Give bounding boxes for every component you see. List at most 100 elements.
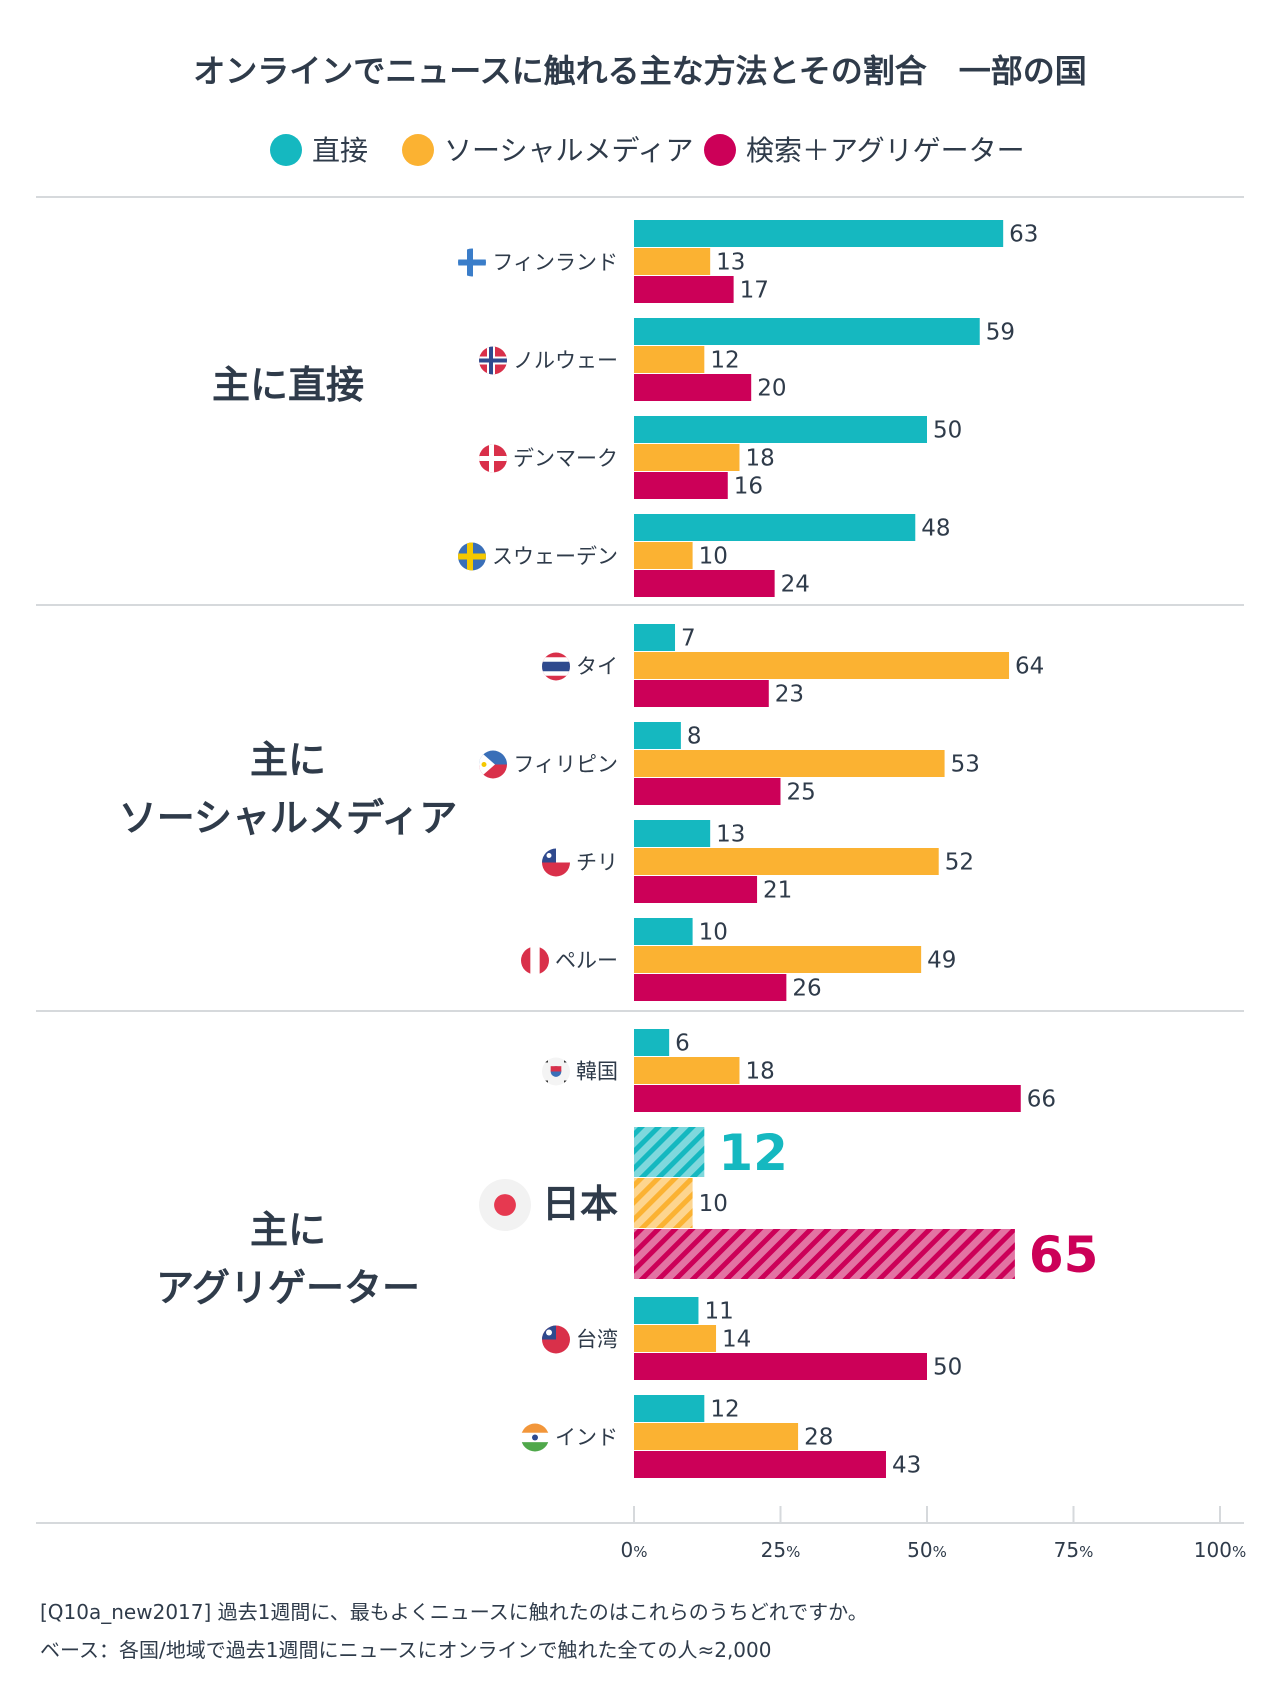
footnote-question: [Q10a_new2017] 過去1週間に、最もよくニュースに触れたのはこれらの…	[40, 1600, 868, 1624]
bar-search	[634, 1451, 886, 1478]
bar-social	[634, 946, 922, 973]
korea-flag-icon	[542, 1057, 570, 1086]
value-label-search: 26	[792, 976, 821, 1002]
bar-search	[634, 974, 787, 1001]
x-ticks: 0% 25% 50% 75% 100%	[621, 1506, 1246, 1562]
value-label-search: 43	[892, 1453, 921, 1479]
value-label-social: 14	[722, 1327, 751, 1353]
bar-search	[634, 276, 734, 303]
value-label-direct: 7	[681, 626, 696, 652]
value-label-search: 50	[933, 1355, 962, 1381]
row-タイ: タイ 7 64 23	[542, 624, 1044, 708]
footnote-base: ベース：各国/地域で過去1週間にニュースにオンラインで触れた全ての人≈2,000	[40, 1638, 772, 1662]
norway-flag-icon	[479, 346, 507, 375]
value-label-social: 49	[927, 948, 956, 974]
legend: 直接 ソーシャルメディア 検索＋アグリゲーター	[270, 134, 1025, 167]
bar-social	[634, 1057, 740, 1084]
bar-search	[634, 876, 758, 903]
bar-direct	[634, 318, 980, 345]
value-label-search: 24	[781, 572, 810, 598]
country-label: 台湾	[576, 1328, 618, 1352]
bar-social	[634, 750, 945, 777]
x-tick-label: 100%	[1194, 1538, 1246, 1562]
chile-flag-icon	[542, 848, 570, 877]
group-label-1-0: 主に	[250, 738, 326, 782]
thailand-flag-icon	[542, 652, 570, 681]
value-label-social: 52	[945, 850, 974, 876]
country-label: 韓国	[576, 1060, 618, 1084]
bar-social	[634, 542, 693, 569]
value-label-social: 18	[745, 1059, 774, 1085]
value-label-direct: 12	[718, 1124, 788, 1182]
country-label: ペルー	[555, 949, 618, 973]
chart-marks: 主に直接フィンランド631317ノルウェー591220デンマーク501816スウ…	[36, 196, 1244, 1479]
value-label-search: 21	[763, 878, 792, 904]
value-label-direct: 6	[675, 1031, 690, 1057]
value-label-direct: 48	[921, 516, 950, 542]
bar-direct	[634, 220, 1004, 247]
bar-search	[634, 778, 781, 805]
taiwan-flag-icon	[542, 1325, 570, 1354]
country-label: フィリピン	[513, 753, 618, 777]
bar-direct	[634, 918, 693, 945]
row-フィリピン: フィリピン 8 53 25	[479, 722, 980, 806]
row-日本: 日本 12 10 65	[479, 1124, 1098, 1284]
legend-swatch-social	[402, 134, 434, 166]
value-label-search: 65	[1029, 1226, 1099, 1284]
finland-flag-icon	[458, 248, 486, 277]
denmark-flag-icon	[479, 444, 507, 473]
value-label-direct: 59	[986, 320, 1015, 346]
bar-search	[634, 1229, 1015, 1279]
bar-social	[634, 1178, 693, 1228]
bar-social	[634, 1325, 717, 1352]
japan-flag-icon	[479, 1179, 531, 1231]
country-label: インド	[555, 1426, 618, 1450]
value-label-social: 13	[716, 250, 745, 276]
row-スウェーデン: スウェーデン 48 10 24	[458, 514, 951, 598]
legend-swatch-direct	[270, 134, 302, 166]
value-label-social: 28	[804, 1425, 833, 1451]
bar-direct	[634, 624, 676, 651]
country-label: スウェーデン	[492, 545, 618, 569]
value-label-social: 53	[951, 752, 980, 778]
country-label: フィンランド	[492, 251, 618, 275]
bar-search	[634, 1353, 927, 1380]
value-label-direct: 13	[716, 822, 745, 848]
x-tick-label: 50%	[907, 1538, 947, 1562]
sweden-flag-icon	[458, 542, 486, 571]
bar-direct	[634, 514, 916, 541]
legend-label-direct: 直接	[312, 134, 368, 167]
legend-swatch-search	[704, 134, 736, 166]
value-label-social: 12	[710, 348, 739, 374]
bar-social	[634, 248, 711, 275]
india-flag-icon	[521, 1423, 549, 1452]
bar-direct	[634, 1127, 705, 1177]
bar-direct	[634, 416, 927, 443]
x-tick-label: 0%	[621, 1538, 648, 1562]
value-label-direct: 11	[704, 1299, 733, 1325]
country-label: チリ	[576, 851, 618, 875]
bar-search	[634, 1085, 1021, 1112]
bar-search	[634, 472, 728, 499]
country-label: タイ	[576, 655, 618, 679]
bar-social	[634, 848, 939, 875]
value-label-search: 20	[757, 376, 786, 402]
value-label-direct: 50	[933, 418, 962, 444]
legend-label-search: 検索＋アグリゲーター	[746, 134, 1025, 167]
value-label-direct: 12	[710, 1397, 739, 1423]
value-label-search: 16	[734, 474, 763, 500]
country-label: ノルウェー	[513, 349, 618, 373]
value-label-search: 17	[740, 278, 769, 304]
x-axis: 0% 25% 50% 75% 100%	[36, 1506, 1246, 1562]
x-tick-label: 25%	[761, 1538, 801, 1562]
row-韓国: 韓国 6 18 66	[542, 1029, 1056, 1113]
bar-social	[634, 652, 1010, 679]
bar-direct	[634, 1297, 699, 1324]
group-label-0-0: 主に直接	[212, 363, 364, 407]
value-label-direct: 10	[699, 920, 728, 946]
bar-direct	[634, 722, 681, 749]
country-label: デンマーク	[513, 447, 618, 471]
value-label-search: 23	[775, 682, 804, 708]
value-label-direct: 8	[687, 724, 702, 750]
